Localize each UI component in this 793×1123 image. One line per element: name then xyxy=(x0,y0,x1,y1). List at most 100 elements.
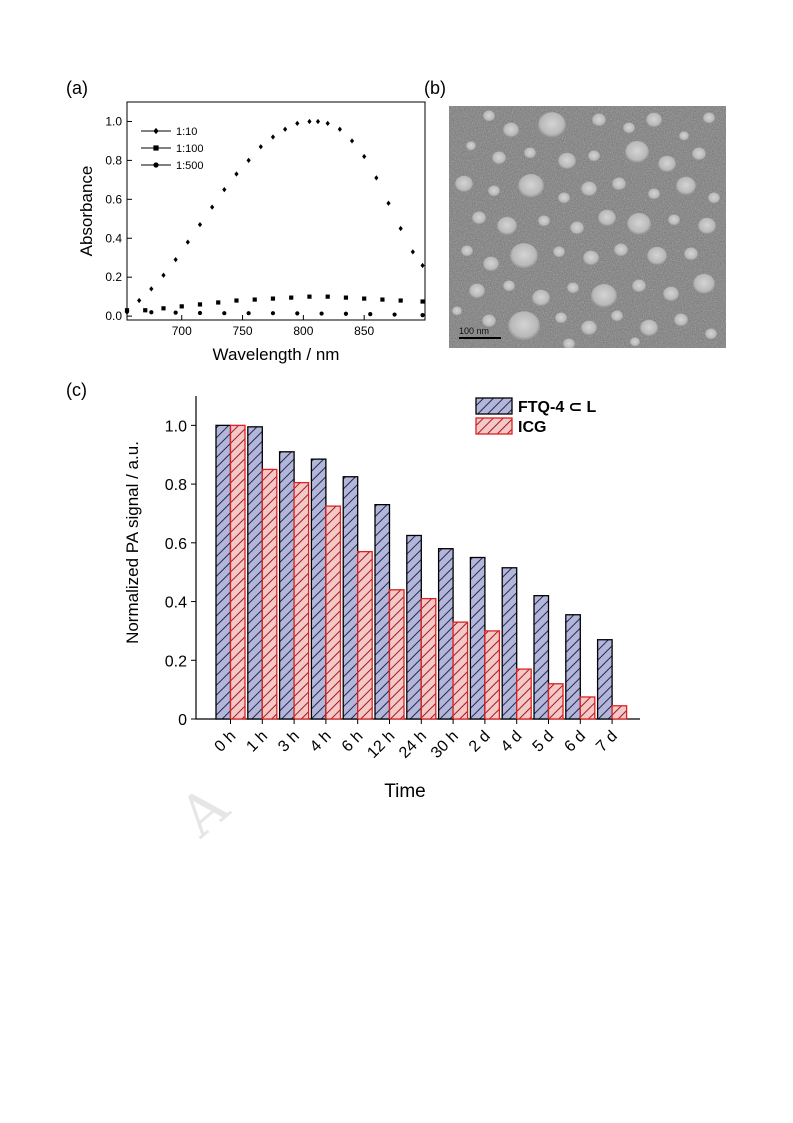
nanoparticle xyxy=(483,110,495,122)
data-point-a xyxy=(173,257,178,263)
data-point-a xyxy=(234,171,239,177)
y-tick-label-a: 0.8 xyxy=(105,153,122,167)
bar-icg xyxy=(579,696,596,720)
bar-icg xyxy=(452,621,469,720)
x-tick-label-c: 4 d xyxy=(498,728,526,756)
x-tick-label-c: 7 d xyxy=(593,728,621,756)
nanoparticle xyxy=(693,273,715,295)
data-point-a xyxy=(270,311,276,316)
bar-ftq xyxy=(437,548,454,720)
data-point-a xyxy=(222,186,227,193)
nanoparticle xyxy=(508,311,540,341)
bar-ftq xyxy=(406,534,422,720)
nanoparticle xyxy=(611,310,623,322)
nanoparticle xyxy=(703,112,715,124)
series-2-a xyxy=(124,309,425,318)
bar-ftq xyxy=(565,614,581,720)
nanoparticle xyxy=(663,286,679,302)
bar-ftq xyxy=(215,424,232,720)
nanoparticle xyxy=(497,216,517,236)
nanoparticle xyxy=(532,289,550,307)
x-tick-label-c: 4 h xyxy=(307,728,335,756)
x-tick-label-c: 0 h xyxy=(212,728,240,756)
data-point-a xyxy=(398,225,403,232)
nanoparticle xyxy=(503,122,519,138)
legend-marker-a xyxy=(153,145,159,151)
y-tick-label-a: 0.6 xyxy=(105,192,122,206)
y-tick-label-c: 0.2 xyxy=(165,653,187,670)
legend-label-a: 1:500 xyxy=(176,160,204,172)
bar-ftq xyxy=(374,503,391,720)
data-point-a xyxy=(185,239,190,245)
x-tick-label-a: 750 xyxy=(233,324,253,338)
nanoparticle xyxy=(570,221,584,235)
data-point-a xyxy=(173,310,178,315)
data-point-a xyxy=(307,294,312,299)
nanoparticle xyxy=(676,176,696,196)
data-point-a xyxy=(374,175,379,181)
y-tick-label-c: 0.8 xyxy=(165,477,187,494)
data-point-a xyxy=(124,308,130,313)
bar-ftq xyxy=(310,458,327,720)
data-point-a xyxy=(368,312,373,317)
series-0-a xyxy=(124,118,425,315)
data-point-a xyxy=(234,298,239,303)
x-tick-label-c: 6 h xyxy=(339,728,367,756)
nanoparticle xyxy=(455,175,473,193)
y-tick-label-c: 0.6 xyxy=(165,536,187,553)
legend-label-a: 1:10 xyxy=(176,126,197,138)
x-tick-label-c: 12 h xyxy=(364,728,398,762)
data-point-a xyxy=(362,153,367,160)
bar-icg xyxy=(547,683,564,720)
bar-icg xyxy=(516,668,532,720)
nanoparticle xyxy=(558,152,576,170)
nanoparticle xyxy=(482,314,496,328)
nanoparticle xyxy=(614,243,628,257)
watermark: A xyxy=(168,773,241,850)
data-point-a xyxy=(258,144,263,150)
nanoparticle xyxy=(538,215,550,227)
nanoparticle xyxy=(510,243,538,269)
data-point-a xyxy=(246,157,251,163)
data-point-a xyxy=(315,118,321,125)
legend-label-c: FTQ-4 ⊂ L xyxy=(518,399,597,416)
data-point-a xyxy=(270,134,276,140)
bar-icg xyxy=(388,589,405,720)
data-point-a xyxy=(325,120,330,127)
data-point-a xyxy=(386,200,391,206)
data-point-a xyxy=(410,249,415,255)
nanoparticle xyxy=(518,174,544,198)
nanoparticle xyxy=(583,250,599,266)
nanoparticle xyxy=(524,147,536,159)
y-axis-label-a: Absorbance xyxy=(77,166,96,257)
data-point-a xyxy=(161,306,166,311)
data-point-a xyxy=(295,120,300,127)
nanoparticle xyxy=(591,284,617,308)
legend-marker-a xyxy=(153,127,159,135)
legend-swatch-c xyxy=(475,397,513,415)
bar-ftq xyxy=(596,639,613,720)
data-point-a xyxy=(325,294,330,299)
nanoparticle xyxy=(588,150,600,162)
x-axis-label-a: Wavelength / nm xyxy=(213,345,340,364)
x-axis-label-c: Time xyxy=(384,781,426,802)
x-tick-label-c: 30 h xyxy=(428,728,462,762)
x-tick-label-a: 850 xyxy=(354,324,374,338)
nanoparticle xyxy=(581,181,597,197)
data-point-a xyxy=(343,295,349,300)
y-tick-label-a: 0.4 xyxy=(105,231,122,245)
y-tick-label-c: 1.0 xyxy=(165,418,187,435)
data-point-a xyxy=(349,138,355,144)
nanoparticle xyxy=(469,283,485,299)
x-tick-label-c: 1 h xyxy=(243,728,271,756)
nanoparticle xyxy=(627,212,651,236)
nanoparticle xyxy=(472,211,486,225)
nanoparticle xyxy=(538,112,566,138)
nanoparticle xyxy=(503,280,515,292)
nanoparticle xyxy=(674,313,688,327)
nanoparticle xyxy=(488,185,500,197)
data-point-a xyxy=(289,295,294,300)
nanoparticle xyxy=(555,312,567,324)
nanoparticle xyxy=(648,188,660,200)
bar-icg xyxy=(261,468,278,720)
